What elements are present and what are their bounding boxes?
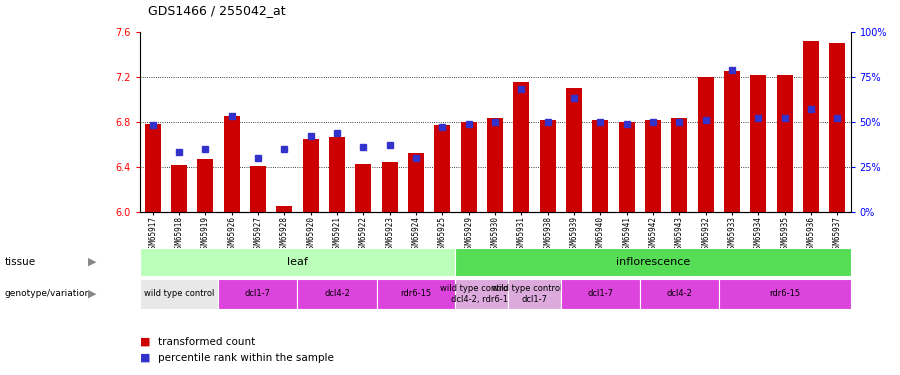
Text: ■: ■ (140, 353, 150, 363)
Bar (435, 125, 450, 212)
Bar (408, 153, 424, 212)
Text: rdr6-15: rdr6-15 (770, 290, 800, 298)
Text: percentile rank within the sample: percentile rank within the sample (158, 353, 333, 363)
Text: transformed count: transformed count (158, 337, 255, 347)
Bar (197, 159, 213, 212)
Bar (356, 164, 371, 212)
Bar (645, 120, 661, 212)
Text: ■: ■ (140, 337, 150, 347)
Bar (145, 124, 160, 212)
Text: rdr6-15: rdr6-15 (400, 290, 432, 298)
Bar (382, 162, 398, 212)
Bar (171, 165, 187, 212)
Bar (250, 166, 266, 212)
Text: dcl1-7: dcl1-7 (588, 290, 613, 298)
Bar (487, 118, 503, 212)
Bar (724, 71, 740, 212)
Text: dcl4-2: dcl4-2 (666, 290, 692, 298)
Text: genotype/variation: genotype/variation (4, 290, 91, 298)
Text: ▶: ▶ (88, 289, 96, 299)
Text: GDS1466 / 255042_at: GDS1466 / 255042_at (148, 4, 286, 17)
Text: dcl4-2: dcl4-2 (324, 290, 350, 298)
Bar (671, 118, 688, 212)
Bar (276, 206, 292, 212)
Text: wild type control for
dcl1-7: wild type control for dcl1-7 (492, 284, 577, 304)
Bar (698, 77, 714, 212)
Bar (566, 88, 582, 212)
Bar (830, 43, 845, 212)
Text: wild type control: wild type control (144, 290, 214, 298)
Text: dcl1-7: dcl1-7 (245, 290, 271, 298)
Bar (803, 41, 819, 212)
Bar (302, 139, 319, 212)
Text: inflorescence: inflorescence (616, 256, 690, 267)
Text: tissue: tissue (4, 256, 36, 267)
Bar (592, 120, 608, 212)
Bar (751, 75, 766, 212)
Bar (777, 75, 793, 212)
Text: ▶: ▶ (88, 256, 96, 267)
Text: wild type control for
dcl4-2, rdr6-15: wild type control for dcl4-2, rdr6-15 (439, 284, 524, 304)
Bar (513, 82, 529, 212)
Bar (461, 122, 477, 212)
Bar (329, 136, 345, 212)
Bar (619, 122, 634, 212)
Bar (540, 120, 555, 212)
Text: leaf: leaf (287, 256, 308, 267)
Bar (224, 116, 239, 212)
